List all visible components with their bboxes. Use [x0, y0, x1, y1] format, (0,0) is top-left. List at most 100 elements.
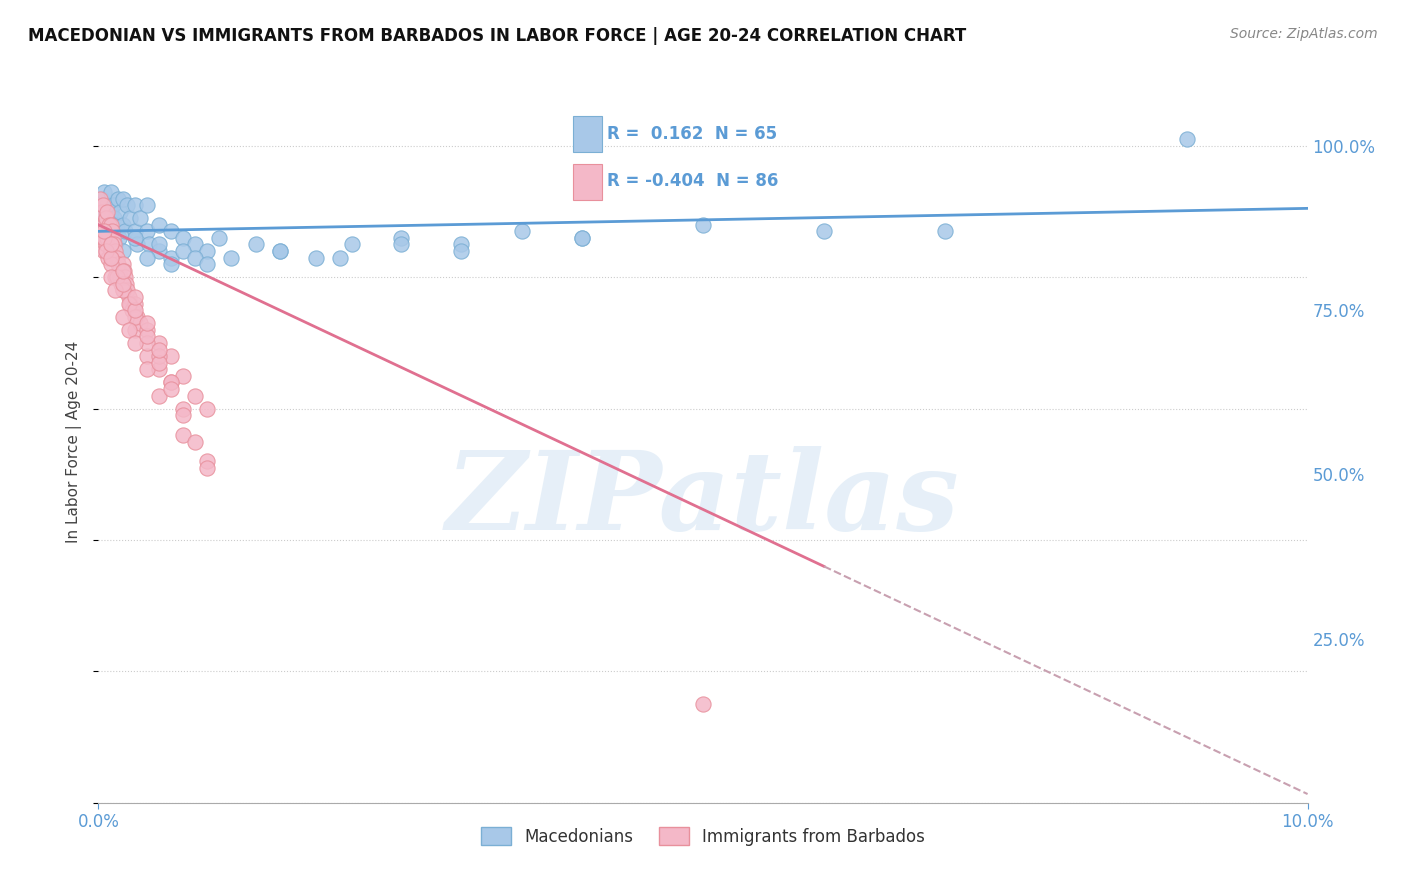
Point: [510, 224, 533, 238]
Point: [108, 204, 131, 219]
Point: [94, 211, 117, 226]
Point: [91, 224, 114, 238]
Point: [305, 251, 328, 265]
Point: [124, 198, 146, 212]
Point: [571, 231, 593, 245]
Point: [195, 460, 218, 475]
Point: [103, 237, 125, 252]
Point: [148, 388, 170, 402]
Point: [450, 237, 472, 252]
Point: [195, 401, 218, 416]
Point: [101, 231, 124, 245]
Point: [128, 211, 150, 226]
Point: [160, 349, 183, 363]
Point: [135, 362, 157, 376]
Point: [100, 218, 122, 232]
Point: [135, 224, 157, 238]
Point: [118, 323, 141, 337]
Point: [342, 237, 364, 252]
Point: [135, 349, 157, 363]
Point: [160, 224, 183, 238]
Point: [138, 237, 160, 252]
Point: [148, 343, 170, 357]
Point: [118, 290, 141, 304]
Point: [94, 211, 117, 226]
Point: [118, 211, 141, 226]
Point: [100, 270, 122, 285]
Point: [148, 349, 170, 363]
Point: [114, 224, 136, 238]
Point: [389, 231, 412, 245]
Point: [172, 368, 194, 383]
Y-axis label: In Labor Force | Age 20-24: In Labor Force | Age 20-24: [66, 341, 83, 542]
Point: [135, 323, 157, 337]
Point: [813, 224, 835, 238]
Point: [91, 231, 114, 245]
Point: [118, 296, 141, 310]
Point: [160, 251, 183, 265]
Point: [100, 251, 122, 265]
Point: [111, 277, 134, 291]
Point: [107, 257, 129, 271]
Point: [93, 224, 115, 238]
Point: [105, 251, 128, 265]
Point: [118, 296, 141, 310]
Point: [195, 257, 218, 271]
Point: [160, 376, 183, 390]
Text: MACEDONIAN VS IMMIGRANTS FROM BARBADOS IN LABOR FORCE | AGE 20-24 CORRELATION CH: MACEDONIAN VS IMMIGRANTS FROM BARBADOS I…: [28, 27, 966, 45]
Point: [90, 218, 112, 232]
Point: [97, 218, 120, 232]
Point: [104, 284, 127, 298]
Point: [93, 244, 115, 258]
Point: [148, 244, 170, 258]
Point: [114, 270, 136, 285]
Point: [96, 204, 118, 219]
Point: [90, 218, 112, 232]
Point: [117, 198, 139, 212]
Point: [111, 264, 134, 278]
Point: [124, 296, 146, 310]
Point: [172, 231, 194, 245]
Point: [195, 244, 218, 258]
Point: [184, 388, 207, 402]
Point: [148, 237, 170, 252]
Point: [105, 218, 128, 232]
Point: [105, 270, 128, 285]
Point: [269, 244, 291, 258]
Point: [91, 192, 114, 206]
Point: [124, 231, 146, 245]
Point: [107, 192, 129, 206]
Point: [97, 224, 120, 238]
Point: [184, 434, 207, 449]
Point: [172, 409, 194, 423]
Point: [135, 251, 157, 265]
Point: [93, 218, 115, 232]
Point: [94, 244, 117, 258]
Point: [101, 198, 124, 212]
Point: [104, 244, 127, 258]
Point: [124, 323, 146, 337]
Point: [389, 237, 412, 252]
Point: [124, 303, 146, 318]
Point: [100, 237, 122, 252]
Point: [195, 454, 218, 468]
Point: [93, 231, 115, 245]
Point: [124, 310, 146, 324]
Point: [127, 237, 149, 252]
Point: [148, 336, 170, 351]
Point: [160, 257, 183, 271]
Point: [94, 237, 117, 252]
Point: [934, 224, 956, 238]
Legend: Macedonians, Immigrants from Barbados: Macedonians, Immigrants from Barbados: [475, 821, 931, 852]
Point: [108, 231, 131, 245]
Point: [121, 303, 143, 318]
Point: [124, 224, 146, 238]
Text: Source: ZipAtlas.com: Source: ZipAtlas.com: [1230, 27, 1378, 41]
Point: [108, 264, 131, 278]
Point: [172, 428, 194, 442]
Point: [111, 192, 134, 206]
Point: [91, 204, 114, 219]
Point: [135, 316, 157, 330]
Point: [89, 192, 111, 206]
Point: [692, 218, 714, 232]
